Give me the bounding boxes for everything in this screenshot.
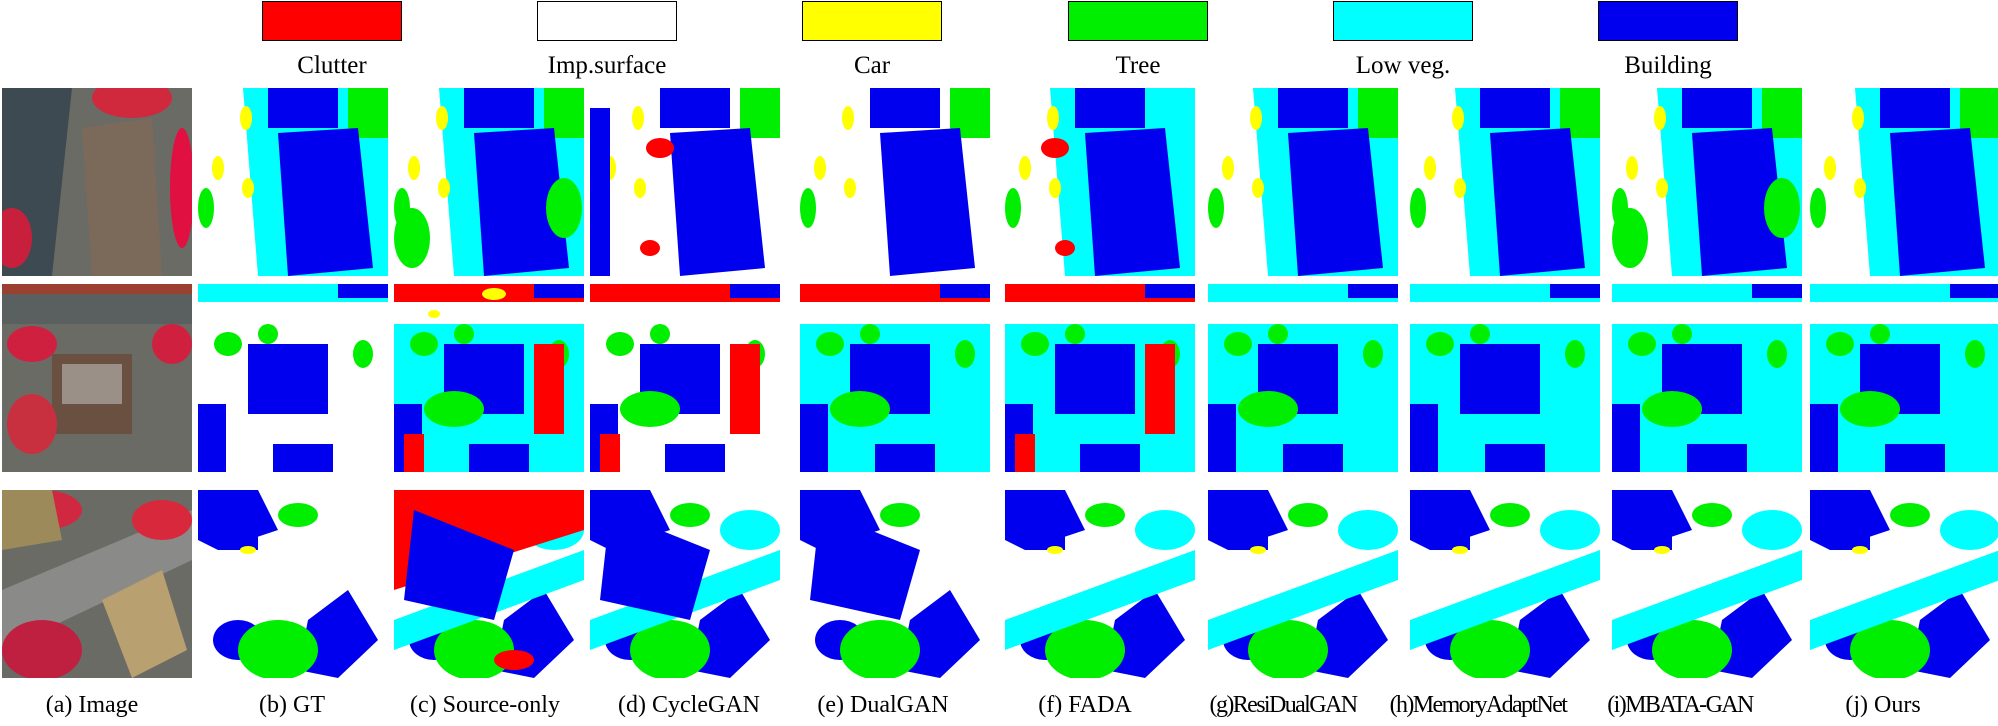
segmentation-map-source-only xyxy=(394,88,584,276)
panel-row2-source-only xyxy=(394,284,584,472)
panel-row3-gt xyxy=(198,490,388,678)
panel-row1-cyclegan xyxy=(590,88,780,276)
segmentation-map-image xyxy=(2,284,192,472)
panel-row3-image xyxy=(2,490,192,678)
legend-swatch-imp-surface xyxy=(537,1,677,41)
panel-row3-fada xyxy=(1005,490,1195,678)
panel-row3-dualgan xyxy=(800,490,990,678)
panel-row2-residualgan xyxy=(1208,284,1398,472)
segmentation-map-cyclegan xyxy=(590,284,780,472)
legend-swatch-building xyxy=(1598,1,1738,41)
caption-mbata-gan: (i)MBATA-GAN xyxy=(1607,692,1754,718)
caption-dualgan: (e) DualGAN xyxy=(817,692,949,718)
legend-swatch-low-veg xyxy=(1333,1,1473,41)
segmentation-map-memoryadaptnet xyxy=(1410,284,1600,472)
segmentation-map-memoryadaptnet xyxy=(1410,490,1600,678)
legend-label-clutter: Clutter xyxy=(297,52,367,79)
segmentation-map-fada xyxy=(1005,88,1195,276)
segmentation-map-gt xyxy=(198,490,388,678)
panel-row3-ours xyxy=(1810,490,1998,678)
segmentation-map-ours xyxy=(1810,490,1998,678)
panel-row1-ours xyxy=(1810,88,1998,276)
segmentation-map-fada xyxy=(1005,490,1195,678)
caption-memoryadaptnet: (h)MemoryAdaptNet xyxy=(1389,692,1568,718)
panel-row3-mbata-gan xyxy=(1612,490,1802,678)
panel-row3-source-only xyxy=(394,490,584,678)
panel-row1-dualgan xyxy=(800,88,990,276)
segmentation-map-mbata-gan xyxy=(1612,88,1802,276)
segmentation-map-dualgan xyxy=(800,284,990,472)
segmentation-map-image xyxy=(2,490,192,678)
panel-row1-residualgan xyxy=(1208,88,1398,276)
caption-source-only: (c) Source-only xyxy=(410,692,560,718)
legend-swatch-tree xyxy=(1068,1,1208,41)
panel-row2-image xyxy=(2,284,192,472)
segmentation-map-cyclegan xyxy=(590,490,780,678)
caption-ours: (j) Ours xyxy=(1845,692,1921,718)
legend-label-low-veg: Low veg. xyxy=(1355,52,1451,79)
segmentation-map-dualgan xyxy=(800,88,990,276)
panel-row3-residualgan xyxy=(1208,490,1398,678)
panel-row1-fada xyxy=(1005,88,1195,276)
legend-swatch-car xyxy=(802,1,942,41)
segmentation-map-residualgan xyxy=(1208,88,1398,276)
panel-row2-fada xyxy=(1005,284,1195,472)
panel-row2-memoryadaptnet xyxy=(1410,284,1600,472)
segmentation-map-cyclegan xyxy=(590,88,780,276)
caption-residualgan: (g)ResiDualGAN xyxy=(1209,692,1359,718)
panel-row1-source-only xyxy=(394,88,584,276)
segmentation-map-mbata-gan xyxy=(1612,490,1802,678)
segmentation-map-ours xyxy=(1810,284,1998,472)
caption-image: (a) Image xyxy=(45,692,139,718)
panel-row2-mbata-gan xyxy=(1612,284,1802,472)
segmentation-map-gt xyxy=(198,284,388,472)
segmentation-map-ours xyxy=(1810,88,1998,276)
caption-cyclegan: (d) CycleGAN xyxy=(618,692,760,718)
segmentation-map-fada xyxy=(1005,284,1195,472)
legend-label-building: Building xyxy=(1624,52,1712,79)
legend-label-imp-surface: Imp.surface xyxy=(547,52,667,79)
panel-row3-cyclegan xyxy=(590,490,780,678)
caption-fada: (f) FADA xyxy=(1038,692,1132,718)
legend-label-tree: Tree xyxy=(1115,52,1161,79)
panel-row1-image xyxy=(2,88,192,276)
panel-row1-mbata-gan xyxy=(1612,88,1802,276)
legend-label-car: Car xyxy=(853,52,891,79)
panel-row2-gt xyxy=(198,284,388,472)
panel-row3-memoryadaptnet xyxy=(1410,490,1600,678)
segmentation-map-dualgan xyxy=(800,490,990,678)
segmentation-map-image xyxy=(2,88,192,276)
legend-swatch-clutter xyxy=(262,1,402,41)
segmentation-map-gt xyxy=(198,88,388,276)
segmentation-map-source-only xyxy=(394,284,584,472)
segmentation-map-source-only xyxy=(394,490,584,678)
panel-row2-ours xyxy=(1810,284,1998,472)
segmentation-map-mbata-gan xyxy=(1612,284,1802,472)
caption-gt: (b) GT xyxy=(259,692,325,718)
panel-row2-dualgan xyxy=(800,284,990,472)
panel-row1-memoryadaptnet xyxy=(1410,88,1600,276)
panel-row1-gt xyxy=(198,88,388,276)
panel-row2-cyclegan xyxy=(590,284,780,472)
segmentation-map-residualgan xyxy=(1208,284,1398,472)
segmentation-map-residualgan xyxy=(1208,490,1398,678)
segmentation-map-memoryadaptnet xyxy=(1410,88,1600,276)
